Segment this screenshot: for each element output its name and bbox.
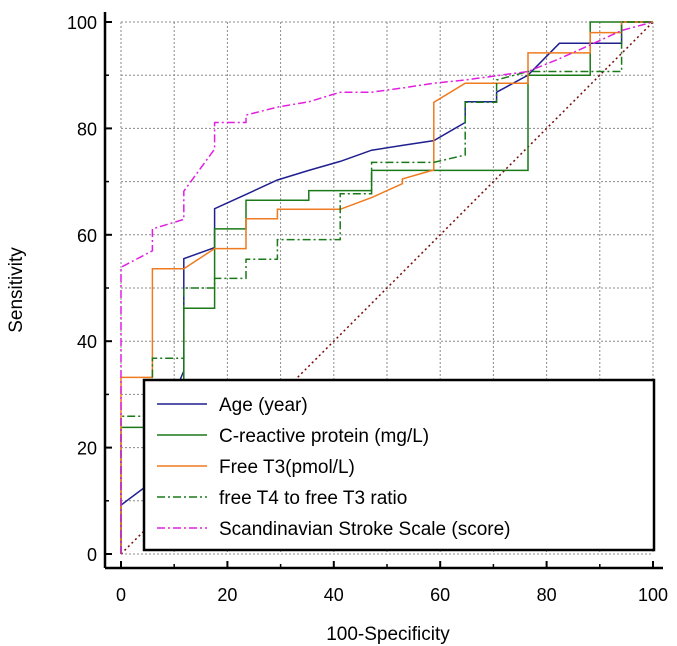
x-tick-label: 100	[638, 585, 668, 605]
legend-label: free T4 to free T3 ratio	[219, 488, 407, 509]
x-tick-label: 80	[537, 585, 557, 605]
x-axis-title: 100-Specificity	[326, 624, 450, 645]
x-tick-label: 60	[430, 585, 450, 605]
y-tick-label: 100	[67, 13, 97, 33]
y-tick-label: 40	[77, 332, 97, 352]
legend-label: Age (year)	[219, 395, 308, 416]
axes	[103, 12, 663, 570]
y-axis-title: Sensitivity	[6, 247, 27, 333]
legend-box	[142, 378, 656, 552]
y-tick-label: 80	[77, 119, 97, 139]
legend-label: C-reactive protein (mg/L)	[219, 426, 429, 447]
x-tick-label: 0	[116, 585, 126, 605]
series-line-free-t3-pmol-l	[120, 21, 653, 554]
y-tick-label: 0	[87, 545, 97, 565]
y-tick-label: 60	[77, 226, 97, 246]
x-tick-label: 40	[324, 585, 344, 605]
legend-label: Scandinavian Stroke Scale (score)	[219, 519, 510, 540]
tick-labels: 0 20 40 60 80 100 0 20 40 60 80 100	[67, 13, 668, 605]
legend: Age (year) C-reactive protein (mg/L) Free …	[142, 378, 656, 552]
y-tick-label: 20	[77, 439, 97, 459]
series-line-scandinavian-stroke-scale-score	[120, 21, 654, 554]
x-tick-label: 20	[217, 585, 237, 605]
legend-label: Free T3(pmol/L)	[219, 457, 355, 478]
